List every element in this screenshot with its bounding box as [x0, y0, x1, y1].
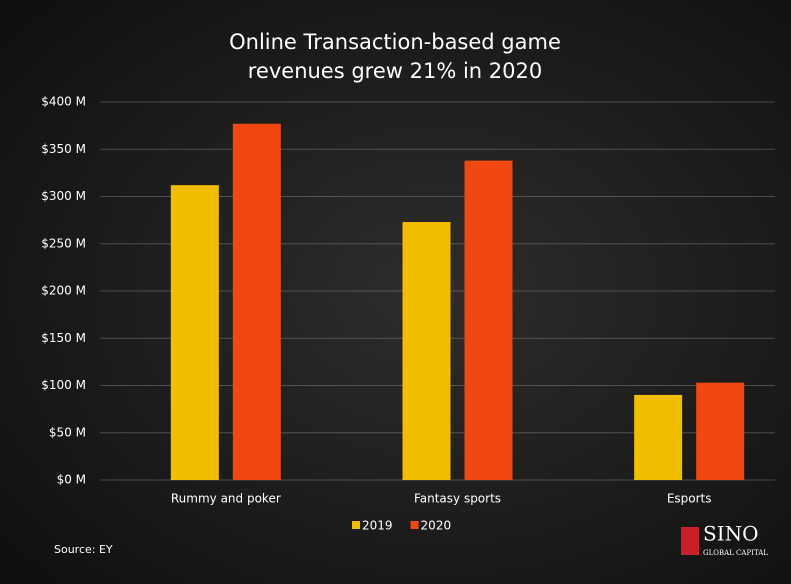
logo-tagline: GLOBAL CAPITAL [703, 549, 768, 557]
legend-label: 2019 [362, 519, 393, 533]
logo-mark [681, 527, 699, 555]
bar [634, 394, 683, 480]
y-tick-label: $0 M [57, 473, 86, 487]
y-tick-label: $100 M [41, 378, 86, 392]
legend-swatch [352, 521, 360, 529]
legend-swatch [410, 521, 419, 529]
logo-name: SINO [703, 522, 759, 546]
y-tick-label: $400 M [41, 95, 86, 109]
x-tick-label: Rummy and poker [171, 492, 281, 506]
source: Source: EY [54, 543, 113, 556]
chart-title: Online Transaction-based game [229, 30, 561, 54]
legend-label: 2020 [421, 519, 452, 533]
y-tick-label: $350 M [41, 142, 86, 156]
x-tick-label: Esports [667, 492, 712, 506]
y-tick-label: $150 M [41, 331, 86, 345]
x-tick-label: Fantasy sports [414, 492, 501, 506]
y-tick-label: $250 M [41, 236, 86, 250]
bar [464, 160, 513, 480]
bar [402, 222, 451, 480]
y-tick-label: $50 M [49, 425, 86, 439]
y-tick-label: $200 M [41, 284, 86, 298]
bar [170, 185, 219, 480]
y-tick-label: $300 M [41, 189, 86, 203]
chart-title: revenues grew 21% in 2020 [248, 59, 542, 83]
bar [696, 382, 745, 480]
bar [232, 123, 281, 481]
